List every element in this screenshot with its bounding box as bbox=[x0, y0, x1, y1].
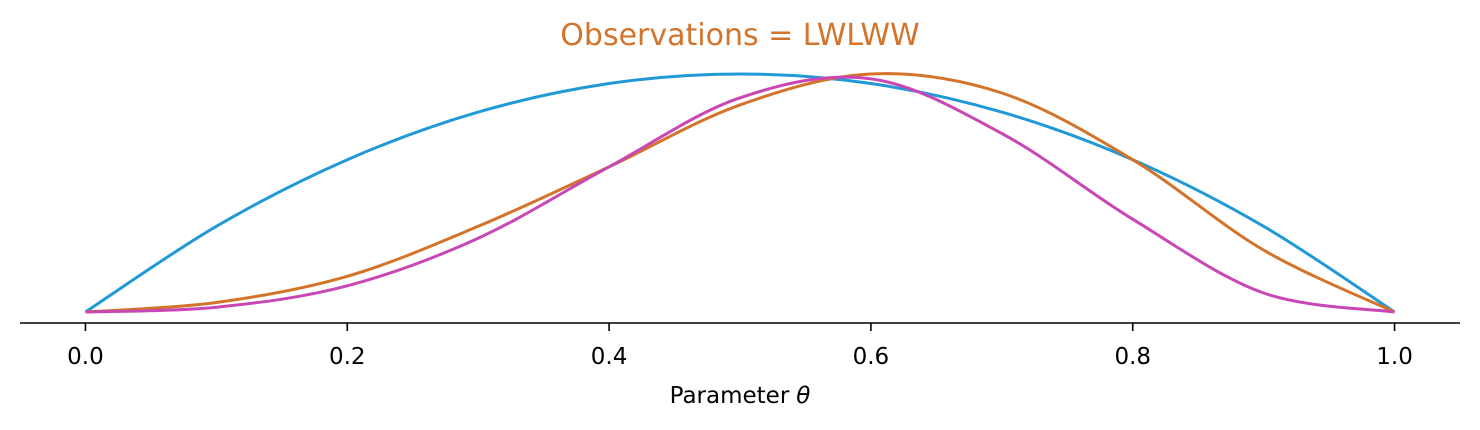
series-line-1 bbox=[84, 72, 1396, 314]
x-tick-label: 0.2 bbox=[329, 344, 366, 370]
x-axis-label-text: Parameter bbox=[670, 383, 790, 409]
x-tick-label: 0.0 bbox=[67, 344, 104, 370]
x-tick-label: 0.6 bbox=[853, 344, 890, 370]
x-ticks: 0.0 0.2 0.4 0.6 0.8 1.0 bbox=[67, 323, 1413, 370]
x-tick-label: 0.4 bbox=[591, 344, 628, 370]
x-axis-label-symbol: θ bbox=[796, 383, 810, 409]
chart-title: Observations = LWLWW bbox=[560, 18, 919, 53]
x-axis-label: Parameter θ bbox=[670, 383, 811, 409]
series-line-3 bbox=[85, 75, 1395, 314]
x-tick-label: 1.0 bbox=[1376, 344, 1413, 370]
x-tick-label: 0.8 bbox=[1114, 344, 1151, 370]
series-group bbox=[84, 72, 1396, 314]
series-line-2 bbox=[85, 72, 1396, 314]
